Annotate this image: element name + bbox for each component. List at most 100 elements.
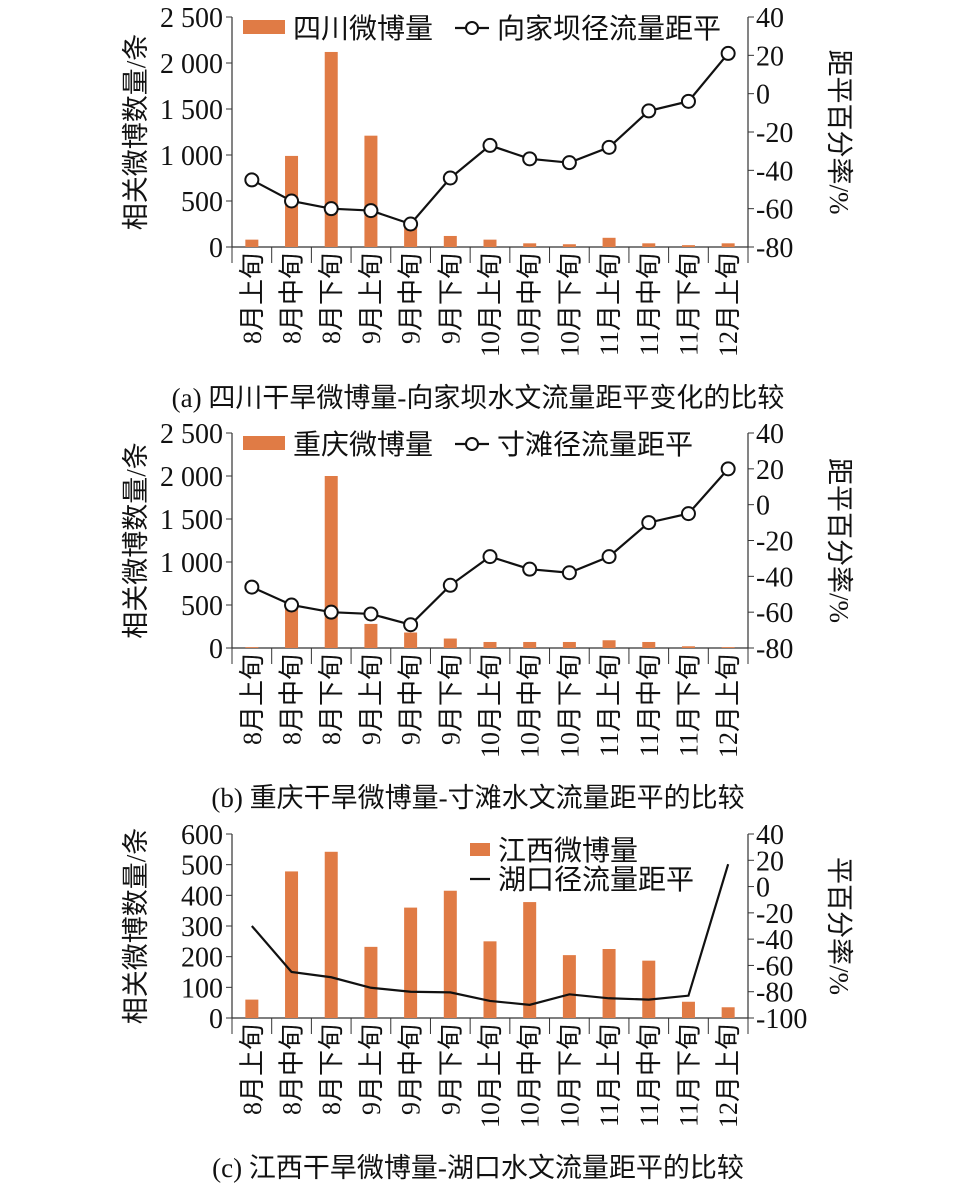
line-marker (482, 549, 498, 565)
y2-tick-label: 20 (756, 41, 784, 72)
line-marker (601, 139, 617, 155)
line-marker (720, 461, 736, 477)
line-marker (680, 506, 696, 522)
line-marker (522, 151, 538, 167)
legend-line-label: 湖口径流量距平 (498, 864, 694, 896)
x-tick-label: 8月中旬 (278, 1024, 307, 1115)
chart-c: 0100200300400500600-100-80-60-40-2002040… (121, 820, 854, 1183)
bar (483, 239, 497, 247)
y-tick-label: 0 (209, 1004, 223, 1035)
bar (285, 608, 299, 648)
y2-tick-label: 0 (756, 491, 770, 522)
y2-tick-label: -40 (756, 925, 793, 956)
x-tick-label: 8月下旬 (317, 1024, 346, 1115)
bar (364, 946, 378, 1018)
y-tick-label: 0 (209, 634, 223, 665)
x-tick-label: 8月下旬 (317, 654, 346, 745)
bar (404, 632, 418, 648)
y-axis-title: 相关微博数量/条 (121, 34, 151, 231)
legend-bar-label: 四川微博量 (293, 13, 433, 45)
bar (245, 647, 259, 648)
x-tick-label: 8月上旬 (238, 1024, 267, 1115)
y-tick-label: 500 (181, 187, 223, 218)
bar (483, 641, 497, 648)
chart-b: 0 500 1 000 1 500 2 000 2 500 -80 -60 -40 -20 0 20 4… (121, 419, 854, 813)
bar (523, 641, 537, 648)
line-marker (482, 137, 498, 153)
bar (443, 890, 457, 1018)
y2-tick-label: 0 (756, 80, 770, 111)
x-tick-label: 8月上旬 (238, 654, 267, 745)
bar (681, 646, 695, 648)
line-marker (680, 93, 696, 109)
x-tick-label: 12月上旬 (714, 1024, 743, 1128)
bar (721, 1007, 735, 1018)
bar (721, 243, 735, 247)
x-tick-label: 9月中旬 (397, 1024, 426, 1115)
y2-tick-label: 40 (756, 3, 784, 34)
x-tick-label: 8月中旬 (278, 253, 307, 344)
y2-tick-label: -20 (756, 118, 793, 149)
line-marker (323, 201, 339, 217)
x-tick-label: 10月中旬 (516, 1024, 545, 1128)
x-tick-label: 10月中旬 (516, 253, 545, 357)
y2-tick-label: -60 (756, 598, 793, 629)
legend-bar-swatch (243, 20, 285, 34)
x-tick-label: 11月上旬 (595, 253, 624, 356)
x-tick-label: 10月下旬 (555, 253, 584, 357)
bar (404, 907, 418, 1018)
x-tick-label: 9月上旬 (357, 1024, 386, 1115)
bar (364, 623, 378, 648)
x-tick-label: 12月上旬 (714, 253, 743, 357)
legend-bar-label: 江西微博量 (498, 835, 638, 867)
legend-bar-label: 重庆微博量 (293, 429, 433, 461)
x-tick-label: 8月下旬 (317, 253, 346, 344)
y2-axis-title: 距平百分率/% (824, 458, 854, 623)
x-tick-label: 11月下旬 (674, 253, 703, 356)
y2-tick-label: 0 (756, 873, 770, 904)
line-marker (641, 103, 657, 119)
bar (642, 641, 656, 648)
bar (681, 1001, 695, 1018)
x-tick-label: 9月下旬 (436, 253, 465, 344)
y2-axis-title: 平百分率/% (824, 857, 854, 995)
legend-line-label: 寸滩径流量距平 (497, 429, 693, 461)
line-marker (561, 155, 577, 171)
bar (562, 641, 576, 648)
x-tick-label: 11月下旬 (674, 1024, 703, 1127)
y2-tick-label: -20 (756, 899, 793, 930)
y-tick-label: 400 (181, 881, 223, 912)
bar (642, 243, 656, 247)
line-marker (244, 172, 260, 188)
y-tick-label: 300 (181, 912, 223, 943)
bar (602, 640, 616, 648)
y2-tick-label: -20 (756, 527, 793, 558)
legend-line-label: 向家坝径流量距平 (497, 13, 721, 45)
x-tick-label: 8月上旬 (238, 253, 267, 344)
line-marker (720, 45, 736, 61)
line-marker (244, 579, 260, 595)
y-tick-label: 100 (181, 973, 223, 1004)
x-tick-label: 10月上旬 (476, 1024, 505, 1128)
y-tick-label: 2 000 (160, 49, 223, 80)
bar (324, 51, 338, 248)
bar (562, 244, 576, 247)
line-marker (442, 577, 458, 593)
x-tick-label: 11月中旬 (635, 1024, 664, 1127)
y2-tick-label: -80 (756, 233, 793, 264)
bar (443, 235, 457, 247)
bar (245, 239, 259, 247)
bar (324, 476, 338, 648)
x-tick-label: 9月上旬 (357, 654, 386, 745)
y-tick-label: 1 000 (160, 548, 223, 579)
x-tick-label: 9月下旬 (436, 1024, 465, 1115)
bar (562, 955, 576, 1018)
bar (324, 851, 338, 1018)
y2-tick-label: -40 (756, 156, 793, 187)
x-tick-label: 9月下旬 (436, 654, 465, 745)
line-marker (442, 170, 458, 186)
x-tick-label: 8月中旬 (278, 654, 307, 745)
y-tick-label: 200 (181, 943, 223, 974)
line-marker (641, 515, 657, 531)
